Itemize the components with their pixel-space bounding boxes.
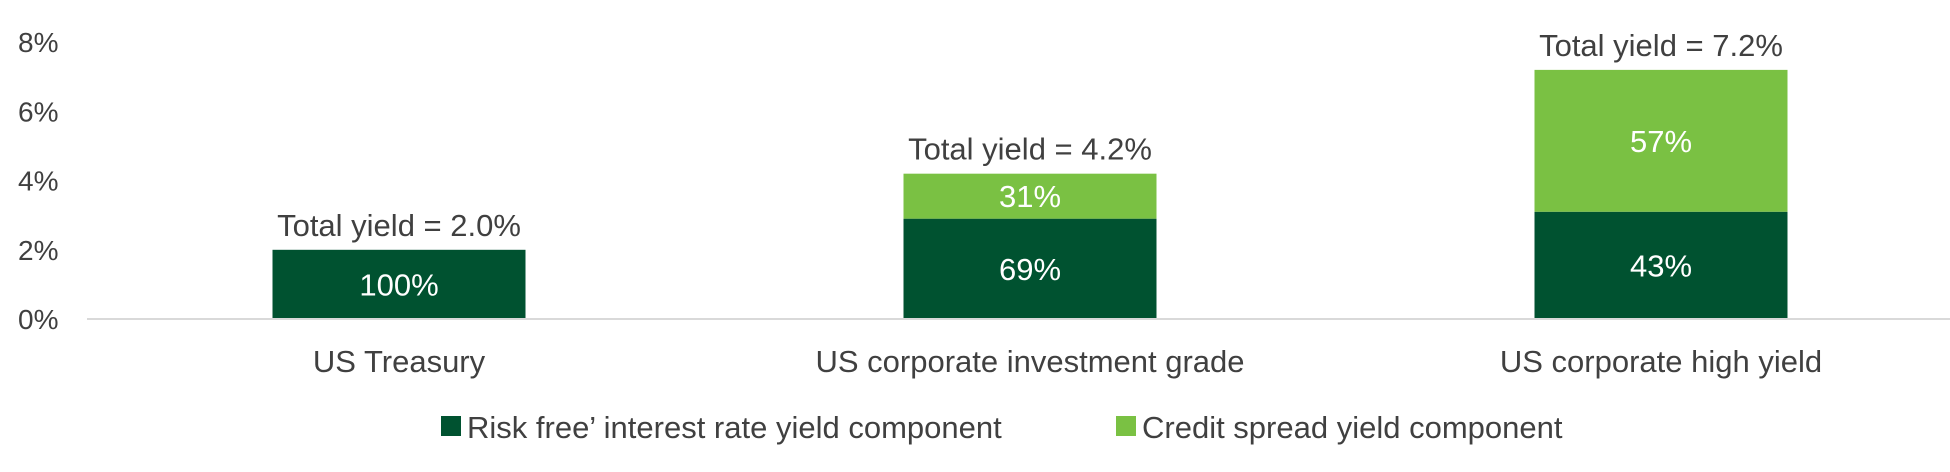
bar-segment-credit-spread [903, 173, 1157, 219]
y-tick-label: 6% [18, 96, 58, 127]
segment-labels: 100% 69% 31% 43% 57% [359, 124, 1692, 303]
legend: Risk free’ interest rate yield component… [441, 410, 1563, 445]
legend-swatch [441, 416, 461, 436]
segment-percent-label: 31% [999, 179, 1061, 214]
y-tick-label: 2% [18, 235, 58, 266]
legend-label: Risk free’ interest rate yield component [467, 410, 1002, 445]
total-yield-label: Total yield = 7.2% [1539, 28, 1783, 63]
category-label: US Treasury [313, 344, 486, 379]
category-label: US corporate investment grade [815, 344, 1244, 379]
y-tick-label: 0% [18, 304, 58, 335]
y-tick-label: 4% [18, 166, 58, 197]
y-axis-ticks: 0% 2% 4% 6% 8% [18, 27, 58, 335]
bar-segment-risk-free [903, 218, 1157, 319]
total-yield-label: Total yield = 4.2% [908, 132, 1152, 167]
legend-swatch [1116, 416, 1136, 436]
category-label: US corporate high yield [1500, 344, 1822, 379]
segment-percent-label: 57% [1630, 124, 1692, 159]
bars [272, 69, 1788, 319]
total-labels: Total yield = 2.0% Total yield = 4.2% Tota… [277, 28, 1783, 243]
bar-segment-risk-free [272, 249, 526, 319]
category-labels: US Treasury US corporate investment grade… [313, 344, 1822, 379]
segment-percent-label: 100% [359, 267, 438, 302]
bar-segment-risk-free [1534, 211, 1788, 319]
legend-label: Credit spread yield component [1142, 410, 1563, 445]
segment-percent-label: 43% [1630, 248, 1692, 283]
y-tick-label: 8% [18, 27, 58, 58]
segment-percent-label: 69% [999, 252, 1061, 287]
bar-segment-credit-spread [1534, 69, 1788, 212]
total-yield-label: Total yield = 2.0% [277, 208, 521, 243]
